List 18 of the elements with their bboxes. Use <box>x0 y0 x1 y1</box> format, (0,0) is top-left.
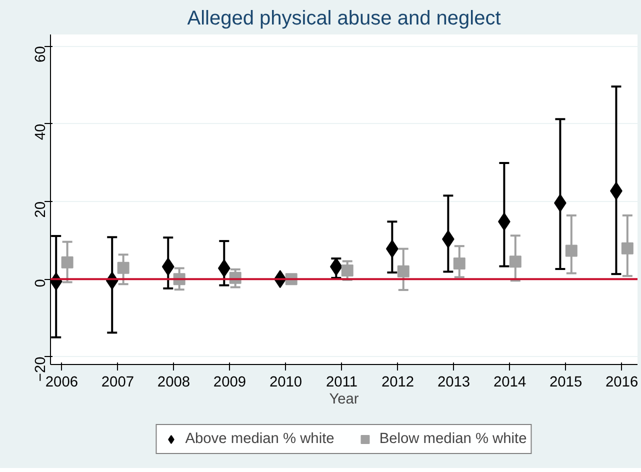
x-tick-label: 2016 <box>606 374 638 390</box>
y-tick-label: 0 <box>33 279 49 288</box>
x-tick-label: 2012 <box>381 374 414 390</box>
y-tick-label: 20 <box>33 201 49 218</box>
legend-label: Above median % white <box>185 431 334 447</box>
x-tick-label: 2009 <box>213 374 246 390</box>
x-tick-label: 2008 <box>157 374 190 390</box>
y-tick-label: 60 <box>33 46 49 62</box>
y-tick-label: 40 <box>33 124 49 140</box>
x-tick-label: 2014 <box>493 374 526 390</box>
x-tick-label: 2013 <box>437 374 470 390</box>
x-axis-title: Year <box>329 392 359 408</box>
chart-title: Alleged physical abuse and neglect <box>187 8 502 30</box>
x-tick-label: 2007 <box>101 374 134 390</box>
x-tick-label: 2015 <box>550 374 582 390</box>
x-tick-label: 2010 <box>269 374 302 390</box>
legend-label: Below median % white <box>379 431 527 447</box>
x-tick-label: 2011 <box>326 374 358 390</box>
